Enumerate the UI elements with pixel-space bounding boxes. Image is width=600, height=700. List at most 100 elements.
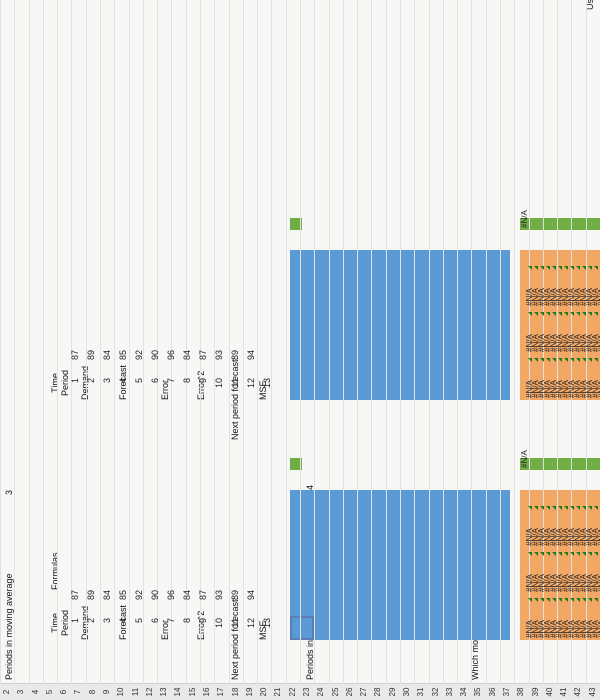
row-number[interactable]: 7 [73,689,83,695]
time-period-cell[interactable]: 5 [134,378,144,384]
demand-cell[interactable]: 90 [150,350,160,361]
row-number[interactable]: 32 [430,687,440,697]
row-number[interactable]: 34 [459,687,469,697]
time-period-cell[interactable]: 8 [182,618,192,624]
row-number[interactable]: 36 [487,687,497,697]
demand-cell[interactable]: 92 [134,590,144,601]
row-number[interactable]: 43 [587,687,597,697]
time-period-cell[interactable]: 5 [134,618,144,624]
time-period-cell[interactable]: 4 [118,618,128,624]
time-period-cell[interactable]: 6 [150,378,160,384]
row-number[interactable]: 35 [473,687,483,697]
row-number[interactable]: 41 [559,687,569,697]
row-number[interactable]: 31 [416,687,426,697]
time-period-cell[interactable]: 2 [86,618,96,624]
time-period-cell[interactable]: 3 [102,378,112,384]
time-period-cell[interactable]: 1 [70,618,80,624]
time-period-cell[interactable]: 9 [198,618,208,624]
green-strip-2[interactable] [520,218,600,230]
time-period-cell[interactable]: 12 [246,378,256,389]
demand-cell[interactable]: 89 [230,590,240,601]
demand-cell[interactable]: 87 [70,350,80,361]
row-number[interactable]: 42 [573,687,583,697]
row-number[interactable]: 30 [402,687,411,697]
demand-cell[interactable]: 84 [102,590,112,601]
row-number[interactable]: 38 [516,687,526,697]
demand-cell[interactable]: 87 [70,590,80,601]
demand-cell[interactable]: 89 [86,590,96,601]
demand-cell[interactable]: 92 [134,350,144,361]
time-period-cell[interactable]: 7 [166,378,176,384]
row-number[interactable]: 11 [130,687,140,697]
row-number[interactable]: 18 [230,687,240,697]
row-number[interactable]: 10 [116,687,126,697]
row-number[interactable]: 2 [2,689,11,695]
row-number[interactable]: 29 [387,687,397,697]
row-number[interactable]: 12 [144,687,154,697]
row-number[interactable]: 40 [544,687,554,697]
row-number[interactable]: 17 [216,687,226,697]
demand-cell[interactable]: 84 [182,590,192,601]
time-period-cell[interactable]: 6 [150,618,160,624]
demand-cell[interactable]: 94 [246,350,256,361]
time-period-cell[interactable]: 11 [230,378,240,388]
error-triangle-icon [594,598,598,602]
time-period-cell[interactable]: 9 [198,378,208,384]
demand-cell[interactable]: 87 [198,590,208,601]
row-number[interactable]: 26 [344,687,354,697]
demand-cell[interactable]: 84 [182,350,192,361]
row-number[interactable]: 3 [16,689,26,695]
demand-cell[interactable]: 90 [150,590,160,601]
row-number[interactable]: 22 [287,687,297,697]
row-number[interactable]: 37 [502,687,511,697]
row-number[interactable]: 6 [59,689,69,695]
demand-cell[interactable]: 84 [102,350,112,361]
row-number[interactable]: 14 [173,687,183,697]
row-number[interactable]: 27 [359,687,369,697]
time-period-cell[interactable]: 10 [214,378,224,389]
row-number[interactable]: 21 [273,687,283,697]
row-number[interactable]: 39 [530,687,540,697]
row-number[interactable]: 8 [87,689,97,695]
row-number[interactable]: 23 [302,687,311,697]
row-number[interactable]: 25 [330,687,340,697]
time-period-cell[interactable]: 13 [262,618,272,629]
time-period-cell[interactable]: 2 [86,378,96,384]
demand-cell[interactable]: 96 [166,590,176,601]
green-strip-1[interactable] [520,458,600,470]
row-number[interactable]: 16 [202,687,211,697]
row-number[interactable]: 19 [244,687,254,697]
periods-value-1[interactable]: 3 [4,489,14,495]
demand-cell[interactable]: 89 [230,350,240,361]
demand-cell[interactable]: 93 [214,590,224,601]
selected-cell[interactable] [290,616,314,640]
demand-cell[interactable]: 96 [166,350,176,361]
orange-formula-area-1[interactable] [520,490,600,640]
row-number[interactable]: 13 [159,687,169,697]
time-period-cell[interactable]: 11 [230,618,240,628]
time-period-cell[interactable]: 7 [166,618,176,624]
time-period-cell[interactable]: 13 [262,378,272,389]
time-period-cell[interactable]: 12 [246,618,256,629]
row-number[interactable]: 5 [44,689,54,695]
row-number[interactable]: 33 [444,687,454,697]
row-number[interactable]: 24 [316,687,326,697]
time-period-cell[interactable]: 8 [182,378,192,384]
demand-cell[interactable]: 85 [118,350,128,361]
demand-cell[interactable]: 89 [86,350,96,361]
row-number[interactable]: 28 [373,687,383,697]
demand-cell[interactable]: 93 [214,350,224,361]
time-period-cell[interactable]: 1 [70,378,80,384]
orange-formula-area-2[interactable] [520,250,600,400]
row-number[interactable]: 20 [259,687,269,697]
time-period-cell[interactable]: 10 [214,618,224,629]
time-period-cell[interactable]: 3 [102,618,112,624]
row-number[interactable]: 9 [102,689,111,695]
row-number[interactable]: 15 [187,687,197,697]
time-period-cell[interactable]: 4 [118,378,128,384]
row-number[interactable]: 4 [30,689,40,695]
demand-cell[interactable]: 87 [198,350,208,361]
demand-cell[interactable]: 85 [118,590,128,601]
demand-cell[interactable]: 94 [246,590,256,601]
periods-label-1: Periods in moving average [4,573,14,680]
